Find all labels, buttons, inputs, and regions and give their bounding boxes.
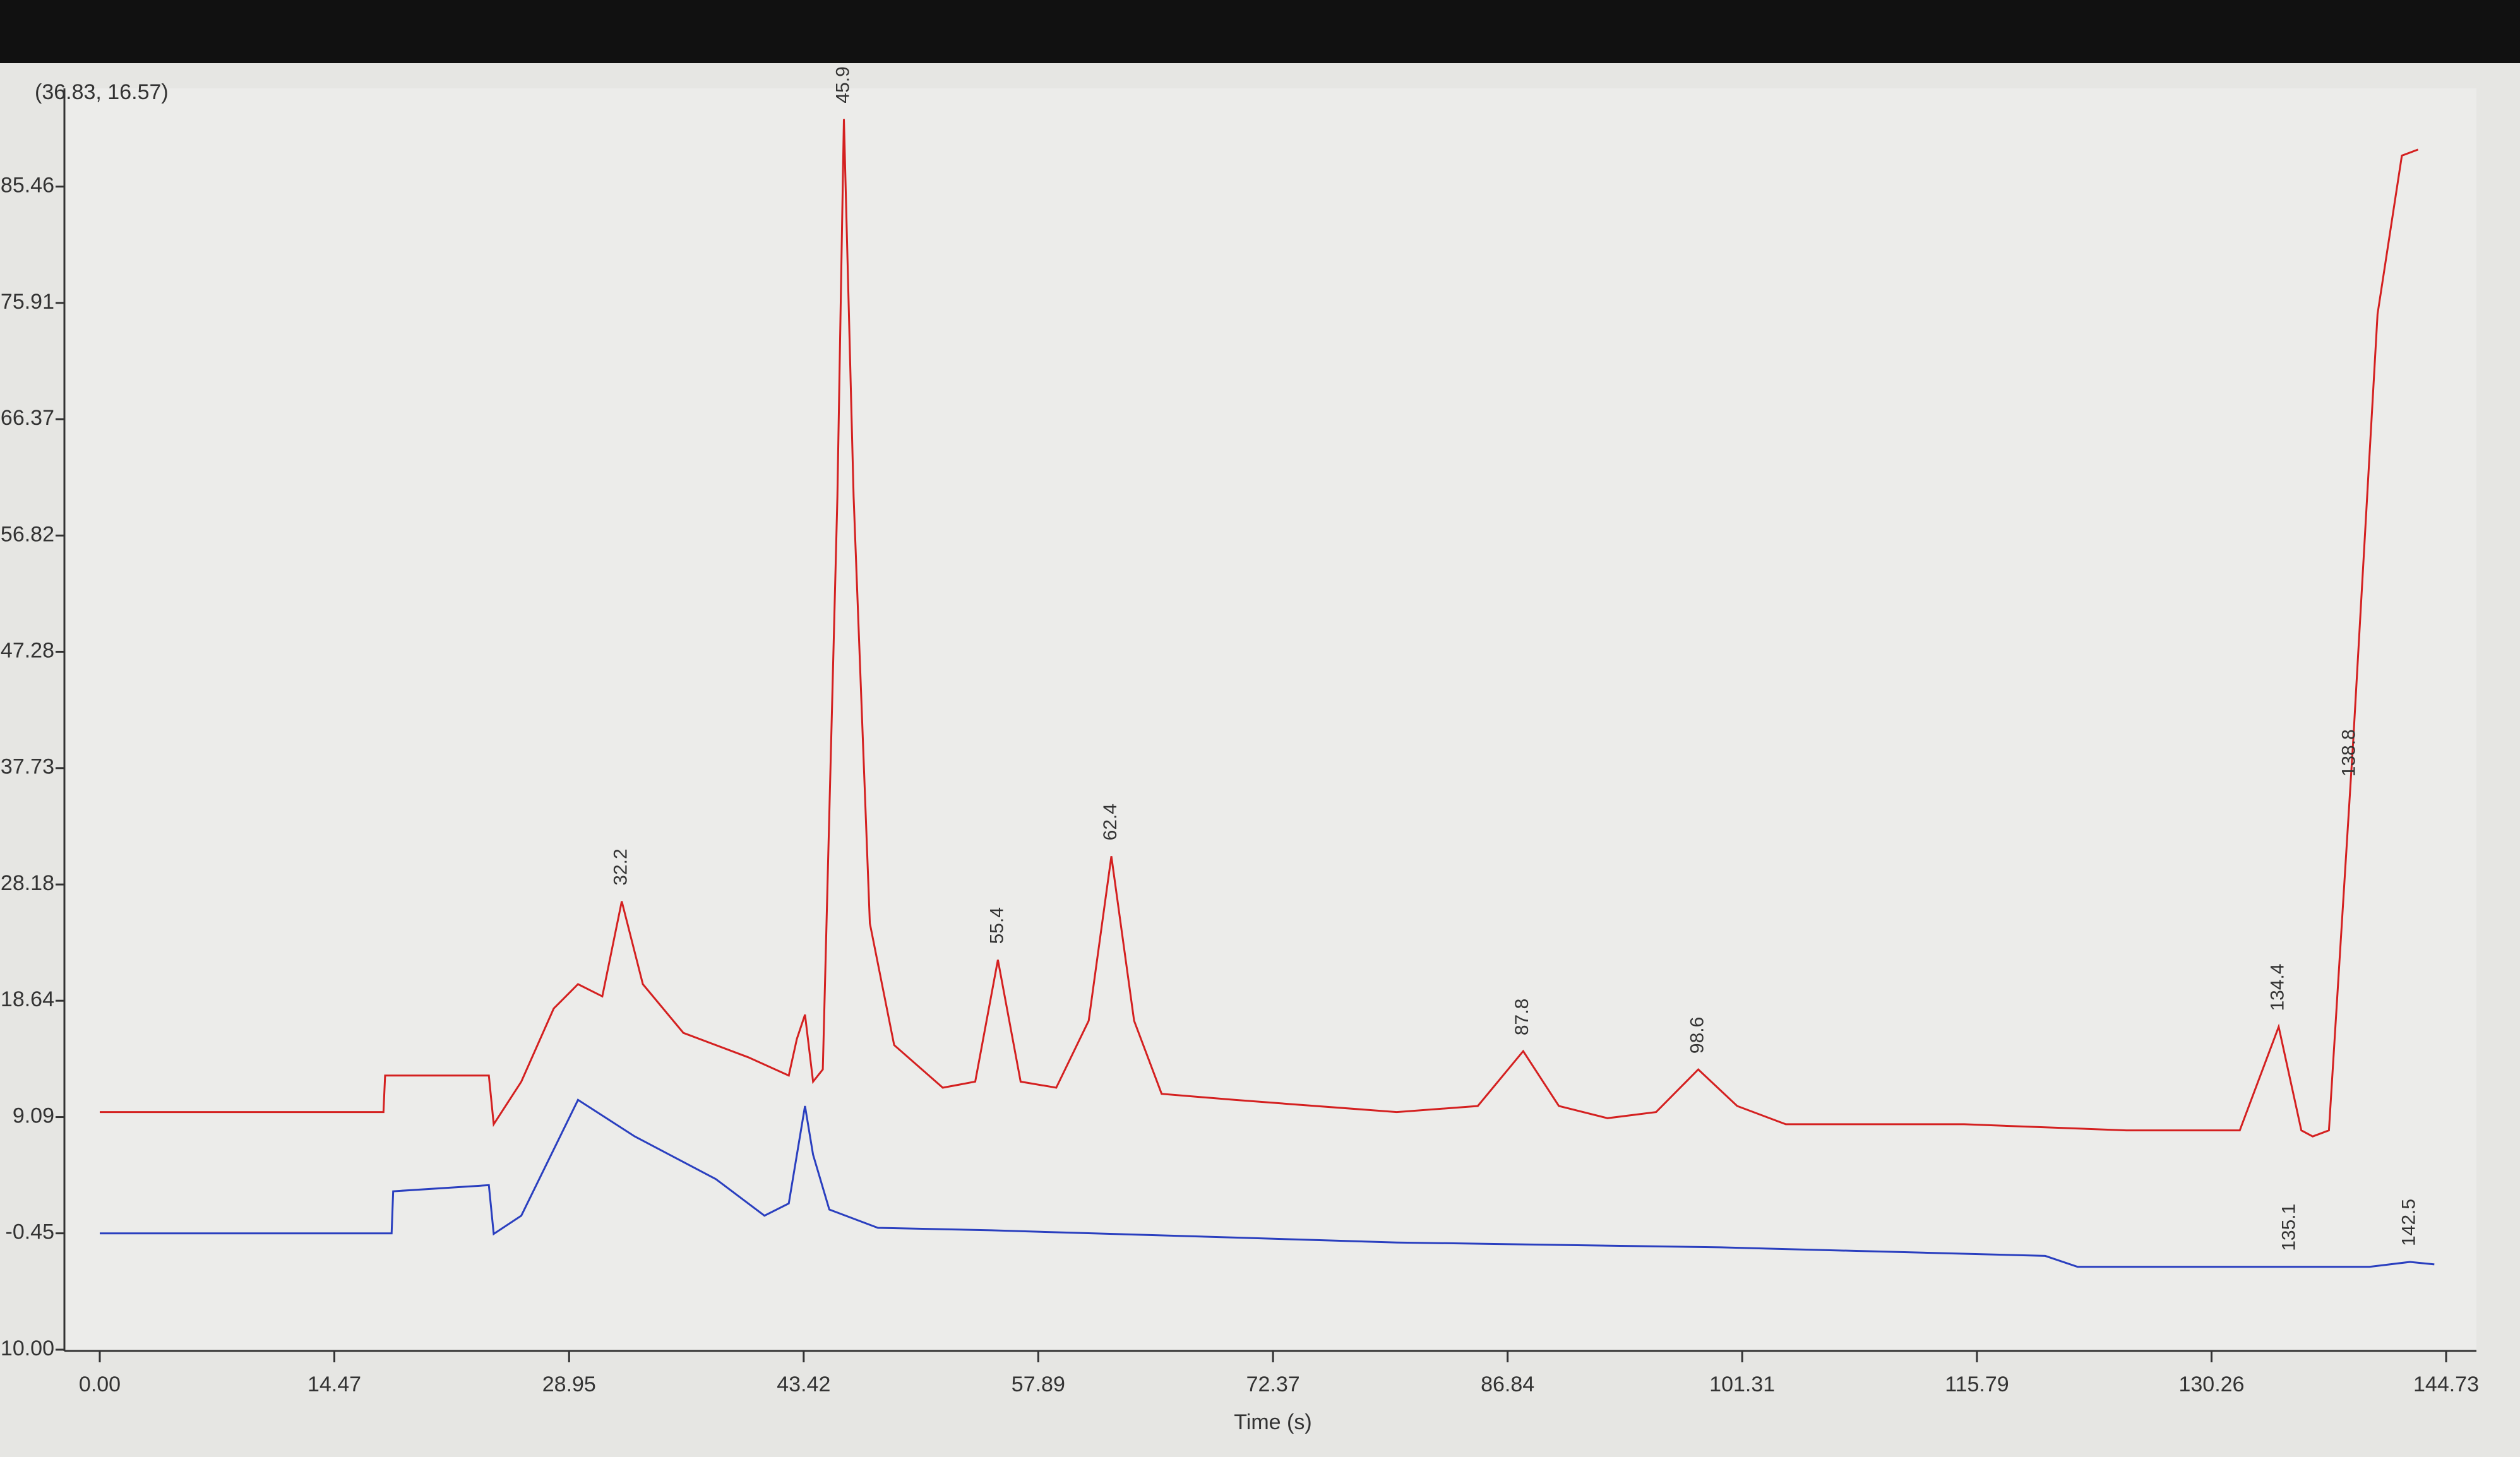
x-tick-label: 144.73	[2413, 1372, 2479, 1396]
peak-label: 138.8	[2339, 729, 2360, 776]
y-tick-label: -10.00	[0, 1336, 54, 1360]
y-tick-label: 66.37	[1, 406, 54, 430]
cursor-readout: (36.83, 16.57)	[35, 80, 169, 104]
plot-area	[64, 88, 2476, 1351]
y-tick-label: 18.64	[1, 987, 54, 1011]
trace	[100, 1098, 2435, 1268]
x-tick-label: 115.79	[1945, 1372, 2009, 1396]
peak-label: 135.1	[2279, 1204, 2300, 1251]
x-axis-title: Time (s)	[1234, 1410, 1311, 1434]
x-tick-label: 0.00	[79, 1372, 121, 1396]
y-tick-label: 75.91	[1, 290, 54, 314]
x-tick-label: 86.84	[1481, 1372, 1534, 1396]
peak-label: 98.6	[1687, 1017, 1708, 1054]
window-top	[0, 0, 2520, 63]
y-tick-label: 9.09	[13, 1104, 54, 1128]
peak-label: 87.8	[1512, 999, 1532, 1035]
peak-label: 134.4	[2267, 963, 2288, 1011]
y-tick-label: 47.28	[1, 638, 54, 662]
trace	[100, 119, 2419, 1138]
y-tick-label: 56.82	[1, 522, 54, 546]
x-tick-label: 130.26	[2178, 1372, 2244, 1396]
peak-label: 142.5	[2399, 1199, 2420, 1246]
y-tick-label: 85.46	[1, 174, 54, 198]
peak-label: 32.2	[611, 848, 631, 885]
y-tick-label: -0.45	[6, 1220, 55, 1244]
peak-label: 45.9	[832, 66, 853, 103]
y-tick-label: 37.73	[1, 755, 54, 779]
x-tick-label: 57.89	[1012, 1372, 1065, 1396]
peak-label: 55.4	[986, 907, 1007, 944]
x-tick-label: 101.31	[1709, 1372, 1775, 1396]
peak-label: 62.4	[1100, 804, 1121, 840]
x-tick-label: 28.95	[542, 1372, 596, 1396]
x-tick-label: 14.47	[308, 1372, 361, 1396]
x-tick-label: 43.42	[777, 1372, 830, 1396]
y-tick-label: 28.18	[1, 871, 54, 895]
x-tick-label: 72.37	[1246, 1372, 1300, 1396]
